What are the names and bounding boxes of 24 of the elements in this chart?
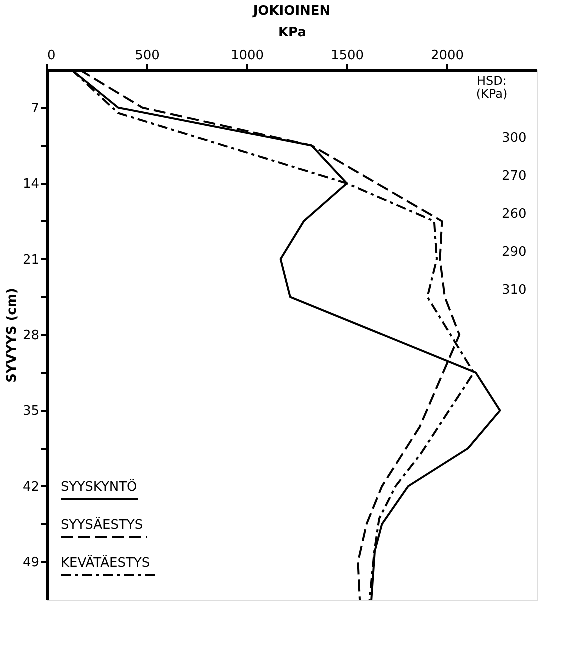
- annotation: HSD: (KPa): [476, 74, 508, 101]
- y-tick-label: 42: [22, 480, 40, 495]
- y-tick-label: 7: [31, 101, 40, 116]
- annotation: 260: [502, 207, 527, 222]
- y-axis-title: SYVYYS (cm): [4, 288, 20, 383]
- text: SYYSÄESTYS: [61, 517, 144, 533]
- chart-title: JOKIOINEN: [252, 4, 331, 19]
- y-tick-label: 35: [22, 404, 40, 420]
- x-tick-label: 0: [48, 48, 56, 64]
- annotation: 290: [502, 245, 527, 260]
- x-axis-title: KPa: [278, 26, 307, 40]
- y-tick-label: 21: [22, 252, 40, 268]
- annotation: 310: [502, 283, 527, 298]
- y-tick-label: 14: [22, 177, 40, 192]
- y-tick-label: 49: [22, 556, 40, 571]
- annotation: 300: [502, 131, 527, 146]
- annotation: 270: [502, 169, 527, 184]
- text: SYYSKYNTÖ: [61, 479, 138, 495]
- y-tick-label: 28: [22, 328, 40, 344]
- x-tick-label: 500: [135, 48, 160, 64]
- x-tick-label: 1000: [230, 48, 264, 64]
- text: KEVÄTÄESTYS: [61, 555, 150, 571]
- x-tick-label: 1500: [330, 48, 364, 64]
- x-tick-label: 2000: [430, 48, 464, 64]
